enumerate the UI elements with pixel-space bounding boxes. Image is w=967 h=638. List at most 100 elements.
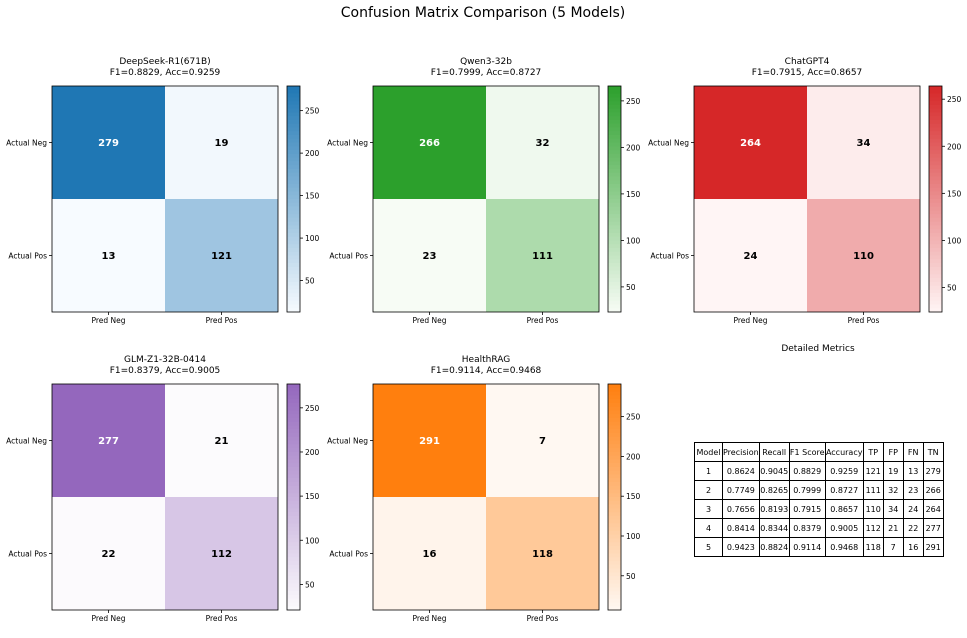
colorbar-segment (608, 123, 621, 129)
colorbar-segment (608, 564, 621, 570)
table-cell: 0.9114 (788, 537, 826, 557)
x-tick-label: Pred Pos (848, 316, 880, 325)
metrics-table: Model Precision Recall F1 Score Accuracy TP FP… (694, 442, 944, 557)
colorbar-segment (608, 421, 621, 427)
y-tick-label: Actual Neg (6, 139, 47, 148)
x-tick-label: Pred Neg (733, 316, 767, 325)
colorbar-segment (608, 440, 621, 445)
colorbar-segment (287, 459, 300, 464)
colorbar-segment (929, 86, 942, 91)
colorbar-segment (287, 561, 300, 566)
colorbar-segment (287, 232, 300, 238)
colorbar-segment (287, 308, 300, 313)
colorbar-segment (608, 508, 621, 513)
colorbar-segment (608, 206, 621, 211)
colorbar-segment (608, 414, 621, 419)
colorbar-segment (608, 217, 621, 223)
colorbar-segment (608, 542, 621, 547)
colorbar-segment (287, 451, 300, 457)
colorbar-segment (287, 97, 300, 102)
colorbar-segment (287, 606, 300, 611)
colorbar-segment (929, 142, 942, 147)
colorbar-segment (608, 429, 621, 434)
table-cell: 0.7749 (722, 480, 760, 500)
colorbar-tick-label: 50 (305, 277, 315, 286)
colorbar-segment (287, 127, 300, 132)
table-cell: 0.8624 (722, 461, 760, 481)
heatmap-cell (694, 199, 807, 312)
cell-value-label: 277 (98, 436, 119, 447)
colorbar-segment (287, 463, 300, 468)
cell-value-label: 264 (740, 138, 761, 149)
colorbar-segment (929, 108, 942, 113)
colorbar-tick-label: 100 (305, 234, 320, 243)
colorbar-segment (287, 304, 300, 309)
y-tick-label: Actual Pos (329, 252, 368, 261)
colorbar-segment (929, 138, 942, 144)
colorbar-segment (608, 606, 621, 611)
colorbar-segment (287, 229, 300, 234)
colorbar-segment (287, 150, 300, 155)
y-tick-label: Actual Pos (650, 252, 689, 261)
table-header-cell: Accuracy (824, 442, 864, 462)
colorbar-segment (608, 134, 621, 140)
table-cell: 0.7999 (788, 480, 826, 500)
colorbar-segment (608, 157, 621, 162)
colorbar-segment (929, 210, 942, 215)
colorbar-segment (608, 300, 621, 306)
table-header-cell: TP (862, 442, 884, 462)
colorbar-segment (608, 97, 621, 102)
colorbar-segment (608, 229, 621, 234)
colorbar-segment (608, 285, 621, 290)
colorbar-tick-label: 200 (626, 143, 641, 152)
colorbar-segment (287, 263, 300, 268)
colorbar-segment (608, 568, 621, 573)
table-header-cell: Recall (758, 442, 790, 462)
cell-value-label: 16 (423, 549, 437, 560)
colorbar-segment (929, 308, 942, 313)
colorbar-segment (287, 519, 300, 524)
heatmap-cell (165, 384, 278, 497)
colorbar-segment (608, 255, 621, 260)
colorbar-tick-label: 250 (947, 95, 962, 104)
table-cell: 4 (694, 518, 723, 538)
colorbar-segment (608, 399, 621, 404)
colorbar-segment (608, 187, 621, 193)
table-cell: 0.8193 (758, 499, 790, 519)
colorbar-segment (608, 587, 621, 592)
colorbar-segment (929, 202, 942, 208)
heatmap-cell (486, 384, 599, 497)
table-cell: 279 (922, 461, 944, 481)
colorbar-segment (608, 384, 621, 389)
colorbar-tick-label: 250 (305, 404, 320, 413)
colorbar-segment (608, 466, 621, 472)
colorbar-segment (929, 116, 942, 121)
colorbar-segment (287, 410, 300, 415)
table-cell: 0.9259 (824, 461, 864, 481)
chart-subtitle: F1=0.8829, Acc=0.9259 (110, 68, 221, 78)
colorbar-segment (929, 176, 942, 181)
colorbar-tick-label: 100 (626, 236, 641, 245)
table-cell: 7 (882, 537, 904, 557)
colorbar-segment (608, 519, 621, 524)
colorbar-segment (608, 470, 621, 475)
colorbar-segment (929, 161, 942, 166)
colorbar-segment (287, 119, 300, 125)
colorbar-segment (929, 104, 942, 110)
colorbar-segment (608, 150, 621, 155)
colorbar-segment (929, 165, 942, 170)
colorbar-segment (287, 134, 300, 140)
colorbar-segment (929, 101, 942, 106)
colorbar-segment (929, 157, 942, 162)
x-tick-label: Pred Pos (206, 614, 238, 623)
metrics-table-title: Detailed Metrics (781, 344, 855, 354)
colorbar-segment (287, 247, 300, 253)
colorbar-segment (608, 289, 621, 294)
table-cell: 24 (902, 499, 924, 519)
colorbar-segment (287, 448, 300, 453)
colorbar-tick-label: 150 (626, 190, 641, 199)
colorbar-segment (929, 89, 942, 95)
colorbar-segment (608, 89, 621, 95)
